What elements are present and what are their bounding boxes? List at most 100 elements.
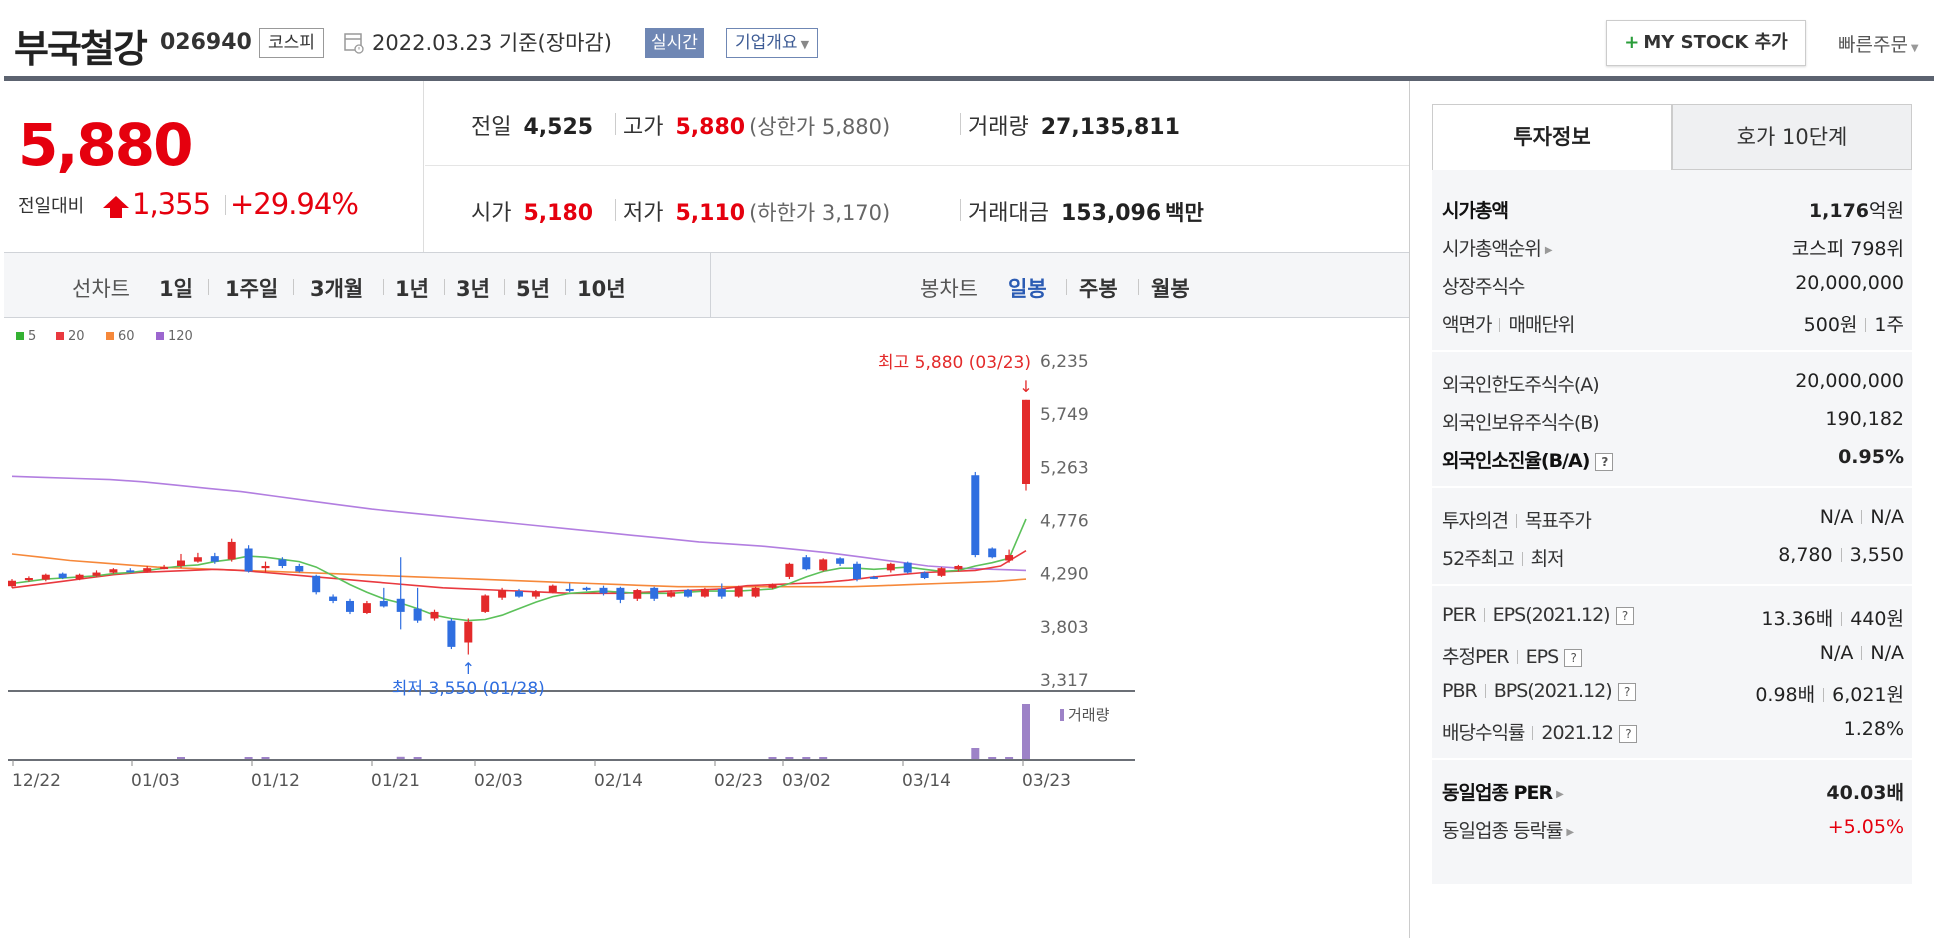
stock-chart[interactable]: 5 20 60 120 6,235 5,749 5,263 4,776 4,290 3,803 3,… xyxy=(4,318,1409,938)
candle-body xyxy=(379,600,388,607)
candle-body xyxy=(751,587,760,597)
tab-10y[interactable]: 10년 xyxy=(577,277,626,301)
candle-body xyxy=(329,596,338,601)
candle-body xyxy=(362,603,371,613)
label-text: 액면가 xyxy=(1442,314,1492,336)
divider xyxy=(444,279,445,295)
tab-1d[interactable]: 1일 xyxy=(159,277,193,301)
help-icon[interactable]: ? xyxy=(1595,453,1614,471)
row-52w: 52주최고 최저 8,780 3,550 xyxy=(1442,540,1904,572)
label-text: 외국인소진율(B/A) xyxy=(1442,450,1590,472)
x-tick-label: 01/03 xyxy=(131,771,180,791)
x-tick-label: 02/23 xyxy=(714,771,763,791)
help-icon[interactable]: ? xyxy=(1618,725,1637,743)
row-value: 20,000,000 xyxy=(1795,370,1904,392)
row-est-per: 추정PER EPS? N/A N/A xyxy=(1442,638,1904,670)
value-text: N/A xyxy=(1870,642,1904,664)
label-text: 2021.12 xyxy=(1541,722,1614,744)
candle-body xyxy=(819,559,828,571)
divider xyxy=(293,279,294,295)
tab-weekly[interactable]: 주봉 xyxy=(1079,277,1118,301)
company-overview-dropdown[interactable]: 기업개요 ▼ xyxy=(726,28,819,58)
divider xyxy=(383,279,384,295)
row-label: PBR BPS(2021.12)? xyxy=(1442,680,1636,702)
row-market-cap-rank[interactable]: 시가총액순위 ▶ 코스피 798위 xyxy=(1442,230,1904,262)
row-label: 시가총액 xyxy=(1442,200,1509,222)
min-arrow-icon: ↑ xyxy=(462,659,475,678)
divider xyxy=(1515,514,1517,528)
row-label: 투자의견 목표주가 xyxy=(1442,506,1592,533)
row-value: 13.36배 440원 xyxy=(1761,604,1904,631)
row-label: 동일업종 등락률 ▶ xyxy=(1442,816,1574,843)
candle-body xyxy=(413,608,422,621)
chevron-down-icon: ▼ xyxy=(800,38,810,51)
max-arrow-icon: ↓ xyxy=(1019,377,1032,396)
row-value: 40.03배 xyxy=(1826,782,1904,804)
legend-swatch xyxy=(156,332,164,340)
candlestick-chart: 5 20 60 120 6,235 5,749 5,263 4,776 4,290 3,803 3,… xyxy=(8,329,1135,791)
x-tick-label: 01/12 xyxy=(251,771,300,791)
y-tick-label: 3,803 xyxy=(1040,618,1089,638)
tab-order-book[interactable]: 호가 10단계 xyxy=(1672,104,1912,170)
candle-body xyxy=(903,562,912,573)
volume-bar xyxy=(244,757,253,759)
divider xyxy=(1861,646,1863,660)
candle-body xyxy=(193,557,202,562)
realtime-badge[interactable]: 실시간 xyxy=(645,28,704,58)
row-industry-per[interactable]: 동일업종 PER ▶ 40.03배 xyxy=(1442,774,1904,806)
row-pbr: PBR BPS(2021.12)? 0.98배 6,021원 xyxy=(1442,676,1904,708)
stat-prev-close: 전일 4,525 xyxy=(471,109,593,141)
mcap-value: 1,176 xyxy=(1808,200,1870,222)
candle-chart-label: 봉차트 xyxy=(920,277,978,301)
header-divider xyxy=(4,76,1934,81)
x-tick-label: 02/03 xyxy=(474,771,523,791)
legend-swatch xyxy=(106,332,114,340)
value-text: 500원 xyxy=(1803,314,1858,336)
tab-monthly[interactable]: 월봉 xyxy=(1151,277,1190,301)
row-value: 1.28% xyxy=(1843,718,1904,740)
quick-order-dropdown[interactable]: 빠른주문 ▼ xyxy=(1838,30,1919,57)
tab-daily[interactable]: 일봉 xyxy=(1008,277,1047,301)
volume-legend-label: 거래량 xyxy=(1068,706,1110,724)
x-tick-label: 03/02 xyxy=(782,771,831,791)
tab-invest-info[interactable]: 투자정보 xyxy=(1432,104,1672,170)
candle-body xyxy=(143,568,152,572)
value-text: 1주 xyxy=(1874,314,1904,336)
section-divider xyxy=(1432,584,1912,586)
stat-label: 고가 xyxy=(623,115,664,140)
row-dividend: 배당수익률 2021.12? 1.28% xyxy=(1442,714,1904,746)
current-price: 5,880 xyxy=(18,111,193,179)
row-value: 8,780 3,550 xyxy=(1778,544,1904,566)
price-stats: 전일 4,525 고가 5,880 (상한가 5,880) 거래량 27,135,811… xyxy=(425,81,1410,252)
chevron-right-icon: ▶ xyxy=(1556,789,1564,800)
tab-1w[interactable]: 1주일 xyxy=(225,277,279,301)
tab-1y[interactable]: 1년 xyxy=(395,277,429,301)
tab-3y[interactable]: 3년 xyxy=(456,277,490,301)
legend-label: 120 xyxy=(168,329,193,344)
help-icon[interactable]: ? xyxy=(1615,607,1634,625)
candle-body xyxy=(177,560,185,566)
calendar-icon xyxy=(344,33,364,54)
help-icon[interactable]: ? xyxy=(1617,683,1636,701)
legend-label: 20 xyxy=(68,329,85,344)
tab-3m[interactable]: 3개월 xyxy=(310,277,364,301)
volume-bar xyxy=(413,757,422,759)
candle-body xyxy=(244,548,253,572)
row-industry-change[interactable]: 동일업종 등락률 ▶ +5.05% xyxy=(1442,812,1904,844)
candle-body xyxy=(464,621,473,643)
legend-swatch xyxy=(56,332,64,340)
candle-body xyxy=(886,563,895,571)
tab-5y[interactable]: 5년 xyxy=(516,277,550,301)
help-icon[interactable]: ? xyxy=(1564,649,1583,667)
label-text: 동일업종 등락률 xyxy=(1442,820,1563,842)
candle-body xyxy=(58,573,67,579)
candle-body xyxy=(802,557,811,570)
current-price-box: 5,880 전일대비 1,355 +29.94% xyxy=(4,81,424,252)
candle-body xyxy=(8,580,16,587)
my-stock-add-button[interactable]: + MY STOCK 추가 xyxy=(1606,20,1806,66)
chevron-right-icon: ▶ xyxy=(1544,245,1553,256)
candle-body xyxy=(920,572,929,579)
section-divider xyxy=(1432,350,1912,352)
row-label: 52주최고 최저 xyxy=(1442,544,1565,571)
market-badge: 코스피 xyxy=(259,28,324,58)
